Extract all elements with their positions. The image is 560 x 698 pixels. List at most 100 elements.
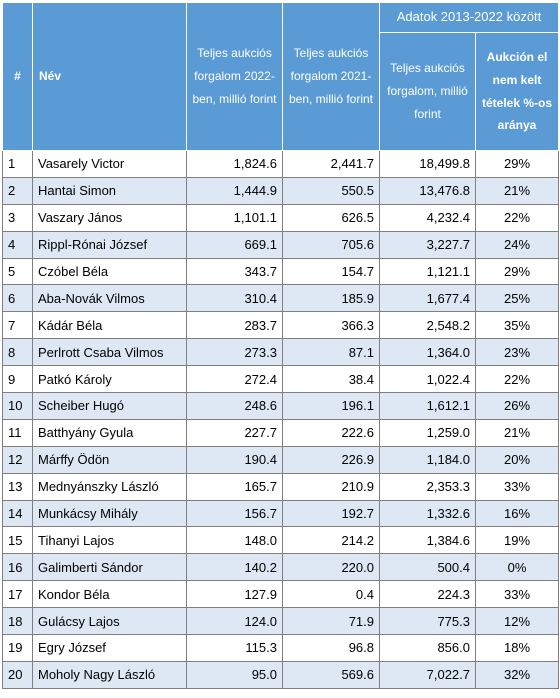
turnover-2021-cell: 185.9 [282,284,380,313]
turnover-2013-2022-cell: 1,332.6 [379,499,476,528]
turnover-2013-2022-cell: 7,022.7 [379,660,476,689]
unsold-share-cell: 33% [475,580,559,609]
artist-name-cell: Mednyánszky László [32,472,187,501]
turnover-2021-cell: 214.2 [282,526,380,555]
artist-name-cell: Aba-Novák Vilmos [32,284,187,313]
turnover-2022-cell: 1,101.1 [186,203,283,232]
artist-name-cell: Scheiber Hugó [32,392,187,420]
row-index-cell: 10 [2,392,33,420]
unsold-share-cell: 22% [475,365,559,394]
table-row: 14 Munkácsy Mihály 156.7 192.7 1,332.6 16% [2,499,559,528]
turnover-2022-cell: 156.7 [186,499,283,528]
row-index-cell: 18 [2,607,33,636]
turnover-2022-cell: 140.2 [186,553,283,582]
turnover-2021-cell: 226.9 [282,445,380,474]
table-row: 18 Gulácsy Lajos 124.0 71.9 775.3 12% [2,607,559,636]
table-row: 3 Vaszary János 1,101.1 626.5 4,232.4 22% [2,203,559,232]
table-row: 15 Tihanyi Lajos 148.0 214.2 1,384.6 19% [2,526,559,555]
turnover-2022-cell: 272.4 [186,365,283,394]
artist-name-cell: Perlrott Csaba Vilmos [32,338,187,367]
turnover-2021-cell: 222.6 [282,418,380,447]
header-index: # [2,2,33,151]
artist-name-cell: Galimberti Sándor [32,553,187,582]
unsold-share-cell: 24% [475,230,559,259]
turnover-2022-cell: 1,444.9 [186,176,283,205]
table-row: 16 Galimberti Sándor 140.2 220.0 500.4 0% [2,553,559,582]
turnover-2022-cell: 343.7 [186,257,283,286]
table-row: 1 Vasarely Victor 1,824.6 2,441.7 18,499.8 29… [2,150,559,178]
artist-name-cell: Patkó Károly [32,365,187,394]
turnover-2021-cell: 366.3 [282,311,380,340]
artist-name-cell: Kondor Béla [32,580,187,609]
header-name: Név [32,2,187,151]
table-row: 12 Márffy Ödön 190.4 226.9 1,184.0 20% [2,445,559,474]
row-index-cell: 9 [2,365,33,394]
artist-name-cell: Rippl-Rónai József [32,230,187,259]
row-index-cell: 5 [2,257,33,286]
turnover-2013-2022-cell: 1,022.4 [379,365,476,394]
row-index-cell: 16 [2,553,33,582]
turnover-2013-2022-cell: 1,121.1 [379,257,476,286]
turnover-2013-2022-cell: 18,499.8 [379,150,476,178]
unsold-share-cell: 35% [475,311,559,340]
row-index-cell: 17 [2,580,33,609]
table-row: 8 Perlrott Csaba Vilmos 273.3 87.1 1,364.0 23… [2,338,559,367]
row-index-cell: 2 [2,176,33,205]
turnover-2013-2022-cell: 2,548.2 [379,311,476,340]
turnover-2022-cell: 148.0 [186,526,283,555]
table-row: 19 Egry József 115.3 96.8 856.0 18% [2,634,559,662]
row-index-cell: 20 [2,660,33,689]
turnover-2013-2022-cell: 1,677.4 [379,284,476,313]
row-index-cell: 8 [2,338,33,367]
turnover-2021-cell: 550.5 [282,176,380,205]
row-index-cell: 4 [2,230,33,259]
unsold-share-cell: 0% [475,553,559,582]
artist-name-cell: Czóbel Béla [32,257,187,286]
turnover-2021-cell: 196.1 [282,392,380,420]
artist-name-cell: Vasarely Victor [32,150,187,178]
table-row: 6 Aba-Novák Vilmos 310.4 185.9 1,677.4 25% [2,284,559,313]
table-row: 20 Moholy Nagy László 95.0 569.6 7,022.7 32% [2,660,559,689]
header-unsold-share: Aukción el nem kelt tételek %-os aránya [475,32,559,151]
unsold-share-cell: 21% [475,418,559,447]
unsold-share-cell: 20% [475,445,559,474]
turnover-2022-cell: 669.1 [186,230,283,259]
table-row: 7 Kádár Béla 283.7 366.3 2,548.2 35% [2,311,559,340]
artist-name-cell: Hantai Simon [32,176,187,205]
turnover-2021-cell: 87.1 [282,338,380,367]
unsold-share-cell: 29% [475,257,559,286]
row-index-cell: 11 [2,418,33,447]
artist-auction-table: # Név Teljes aukciós forgalom 2022-ben, … [2,2,559,689]
turnover-2013-2022-cell: 1,612.1 [379,392,476,420]
artist-name-cell: Batthyány Gyula [32,418,187,447]
turnover-2021-cell: 154.7 [282,257,380,286]
turnover-2013-2022-cell: 1,364.0 [379,338,476,367]
row-index-cell: 7 [2,311,33,340]
unsold-share-cell: 16% [475,499,559,528]
turnover-2022-cell: 124.0 [186,607,283,636]
artist-name-cell: Tihanyi Lajos [32,526,187,555]
unsold-share-cell: 25% [475,284,559,313]
unsold-share-cell: 23% [475,338,559,367]
unsold-share-cell: 29% [475,150,559,178]
turnover-2021-cell: 705.6 [282,230,380,259]
turnover-2013-2022-cell: 3,227.7 [379,230,476,259]
turnover-2013-2022-cell: 13,476.8 [379,176,476,205]
turnover-2021-cell: 38.4 [282,365,380,394]
turnover-2021-cell: 96.8 [282,634,380,662]
turnover-2021-cell: 569.6 [282,660,380,689]
turnover-2013-2022-cell: 4,232.4 [379,203,476,232]
artist-name-cell: Vaszary János [32,203,187,232]
artist-name-cell: Munkácsy Mihály [32,499,187,528]
header-total-2013-2022: Teljes aukciós forgalom, millió forint [379,32,476,151]
row-index-cell: 1 [2,150,33,178]
header-group-2013-2022: Adatok 2013-2022 között [379,2,559,33]
turnover-2013-2022-cell: 1,184.0 [379,445,476,474]
unsold-share-cell: 19% [475,526,559,555]
turnover-2013-2022-cell: 1,259.0 [379,418,476,447]
row-index-cell: 12 [2,445,33,474]
turnover-2021-cell: 192.7 [282,499,380,528]
turnover-2021-cell: 220.0 [282,553,380,582]
unsold-share-cell: 33% [475,472,559,501]
turnover-2021-cell: 626.5 [282,203,380,232]
